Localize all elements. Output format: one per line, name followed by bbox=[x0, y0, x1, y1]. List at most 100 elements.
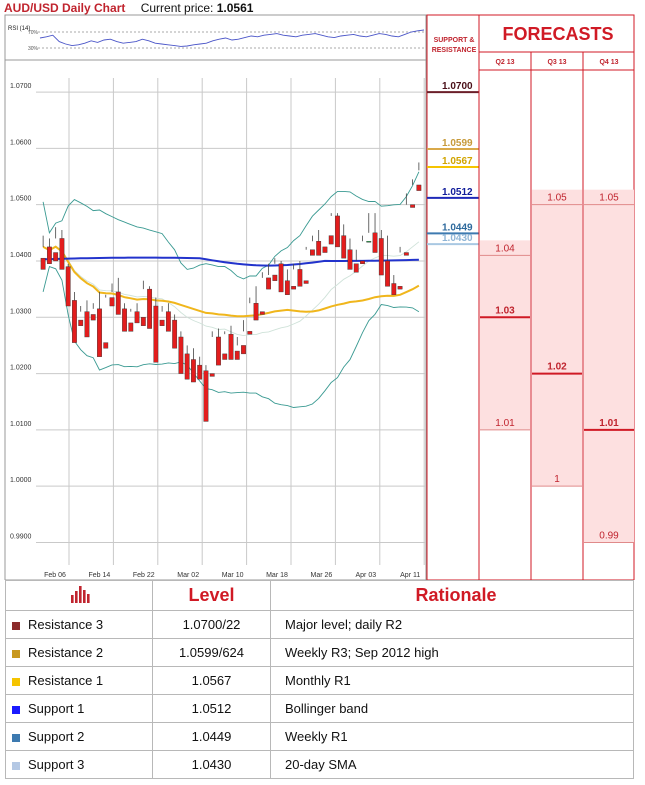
candle-body bbox=[416, 184, 422, 191]
rsi-tick-label: 70% bbox=[28, 30, 39, 36]
level-name: Support 2 bbox=[28, 729, 85, 744]
y-tick-label: 1.0100 bbox=[10, 421, 32, 428]
candle-body bbox=[272, 274, 278, 281]
chart-header: AUD/USD Daily Chart Current price: 1.056… bbox=[4, 1, 253, 15]
sr-level-label: 1.0449 bbox=[442, 222, 473, 233]
candle-body bbox=[109, 297, 115, 307]
candle-body bbox=[153, 305, 159, 363]
color-swatch bbox=[12, 649, 20, 658]
level-rationale: Monthly R1 bbox=[270, 666, 634, 695]
level-rationale: Major level; daily R2 bbox=[270, 610, 634, 639]
candle-body bbox=[172, 319, 178, 349]
forecast-column-header: Q3 13 bbox=[547, 59, 566, 66]
level-rationale: Weekly R3; Sep 2012 high bbox=[270, 638, 634, 667]
candle-body bbox=[84, 311, 90, 338]
color-swatch bbox=[12, 677, 20, 686]
candle-body bbox=[353, 263, 359, 273]
candle-body bbox=[222, 353, 228, 360]
rsi-label: RSI (14) bbox=[8, 26, 30, 32]
y-tick-label: 1.0300 bbox=[10, 308, 32, 315]
chart-frame bbox=[4, 14, 427, 580]
candle-body bbox=[46, 246, 52, 264]
x-tick-label: Feb 22 bbox=[133, 572, 155, 579]
x-tick-label: Apr 11 bbox=[400, 572, 420, 579]
candle-body bbox=[328, 235, 334, 245]
forecast-value: 1.05 bbox=[599, 193, 619, 204]
level-value: 1.0449 bbox=[152, 722, 271, 751]
color-swatch bbox=[12, 761, 20, 770]
forecast-value: 0.99 bbox=[599, 530, 619, 541]
forecast-title: FORECASTS bbox=[502, 24, 614, 44]
candle-body bbox=[310, 249, 315, 256]
x-tick-label: Mar 02 bbox=[177, 572, 199, 579]
forecast-range bbox=[480, 240, 530, 430]
x-tick-label: Mar 18 bbox=[266, 572, 288, 579]
current-price: 1.0561 bbox=[216, 1, 254, 15]
x-tick-label: Mar 10 bbox=[222, 572, 244, 579]
candle-body bbox=[385, 260, 390, 287]
candle-body bbox=[147, 288, 152, 329]
candle-body bbox=[241, 345, 246, 355]
table-row: Support 1 1.0512 Bollinger band bbox=[5, 694, 634, 723]
y-tick-label: 1.0200 bbox=[10, 365, 32, 372]
logo-cell bbox=[5, 580, 153, 611]
x-tick-label: Mar 26 bbox=[311, 572, 333, 579]
bollinger-lower-line bbox=[42, 266, 420, 408]
sr-panel-title: SUPPORT & RESISTANCE bbox=[431, 37, 477, 54]
x-tick-label: Feb 06 bbox=[44, 572, 66, 579]
sr-column-border bbox=[426, 14, 480, 580]
sr-level-label: 1.0430 bbox=[442, 233, 473, 244]
candle-body bbox=[40, 257, 46, 270]
candle-body bbox=[284, 280, 290, 295]
level-name: Support 3 bbox=[28, 757, 85, 772]
candle-body bbox=[266, 277, 271, 290]
candle-body bbox=[228, 333, 234, 360]
sr-level-label: 1.0567 bbox=[442, 156, 473, 167]
candle-body bbox=[247, 331, 253, 335]
level-header: Level bbox=[152, 580, 271, 611]
level-rationale: 20-day SMA bbox=[270, 750, 634, 779]
sr-level-label: 1.0700 bbox=[442, 81, 473, 92]
level-name: Resistance 3 bbox=[28, 617, 104, 632]
y-tick-label: 1.0700 bbox=[10, 83, 32, 90]
y-tick-label: 0.9900 bbox=[10, 533, 32, 540]
level-name: Resistance 2 bbox=[28, 645, 104, 660]
candle-body bbox=[134, 311, 140, 324]
sma-yellow-line bbox=[42, 245, 420, 318]
forecast-value: 1.05 bbox=[547, 193, 567, 204]
chart-title: AUD/USD Daily Chart bbox=[4, 1, 126, 15]
candle-body bbox=[65, 266, 71, 307]
candle-body bbox=[253, 303, 259, 321]
candle-body bbox=[403, 252, 409, 256]
candle-body bbox=[397, 286, 403, 290]
candle-body bbox=[159, 319, 165, 326]
level-value: 1.0599/624 bbox=[152, 638, 271, 667]
forecast-value: 1.04 bbox=[495, 243, 515, 254]
candle-body bbox=[209, 373, 215, 377]
level-rationale: Bollinger band bbox=[270, 694, 634, 723]
candle-body bbox=[322, 246, 328, 253]
forecast-range bbox=[532, 189, 582, 487]
candle-body bbox=[360, 260, 365, 264]
candle-body bbox=[278, 263, 284, 293]
candle-body bbox=[165, 311, 171, 332]
main-chart: RSI (14)70% 30% 1.0700 1.0600 1.0500 1.0400 1.… bbox=[4, 14, 635, 580]
level-name: Resistance 1 bbox=[28, 673, 104, 688]
table-row: Resistance 1 1.0567 Monthly R1 bbox=[5, 666, 634, 695]
bar-chart-icon bbox=[71, 586, 90, 603]
candle-body bbox=[372, 232, 378, 253]
candle-body bbox=[53, 252, 59, 262]
candles bbox=[40, 162, 422, 422]
y-tick-label: 1.0400 bbox=[10, 252, 32, 259]
candle-body bbox=[178, 336, 184, 374]
forecast-panel: Q2 13 Q3 13 Q4 13 1.04 1.03 1.01 1.05 1.02 1 1.05… bbox=[478, 14, 635, 580]
y-tick-label: 1.0000 bbox=[10, 477, 32, 484]
level-value: 1.0567 bbox=[152, 666, 271, 695]
forecast-value: 1.01 bbox=[599, 418, 619, 429]
candle-body bbox=[203, 370, 209, 422]
forecast-value: 1.02 bbox=[547, 362, 567, 373]
level-value: 1.0430 bbox=[152, 750, 271, 779]
candle-body bbox=[97, 308, 102, 357]
candle-body bbox=[347, 249, 353, 270]
